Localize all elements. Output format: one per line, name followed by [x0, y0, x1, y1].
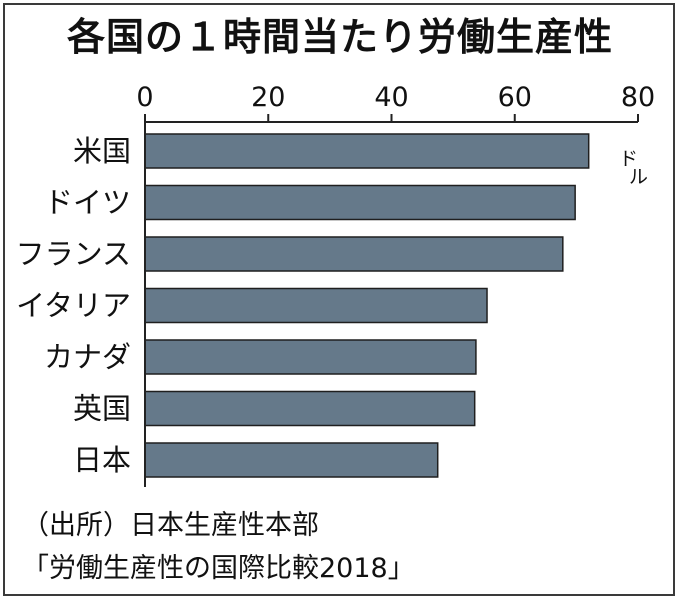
bar: [144, 442, 439, 478]
category-label: カナダ: [44, 340, 131, 374]
x-tick-label: 80: [621, 82, 655, 113]
bar: [144, 133, 590, 169]
x-tick-label: 60: [498, 82, 532, 113]
category-label: イタリア: [16, 289, 131, 323]
bar: [144, 390, 476, 427]
source-note-line1: （出所）日本生産性本部: [22, 510, 319, 541]
bar: [144, 184, 576, 221]
category-label: 日本: [73, 443, 131, 477]
unit-label-do: ド: [619, 148, 638, 170]
bar: [144, 339, 477, 375]
bar: [144, 236, 564, 272]
category-label: 米国: [73, 134, 131, 168]
unit-label-ru: ル: [629, 166, 648, 188]
x-tick-label: 40: [374, 82, 408, 113]
x-tick-label: 20: [251, 82, 285, 113]
category-label: フランス: [16, 237, 131, 271]
bar: [144, 287, 488, 324]
source-note-line2: 「労働生産性の国際比較2018」: [22, 553, 415, 584]
chart-title: 各国の１時間当たり労働生産性: [66, 15, 613, 59]
category-label: 英国: [73, 392, 131, 426]
x-tick-label: 0: [136, 82, 153, 113]
category-label: ドイツ: [44, 186, 131, 220]
